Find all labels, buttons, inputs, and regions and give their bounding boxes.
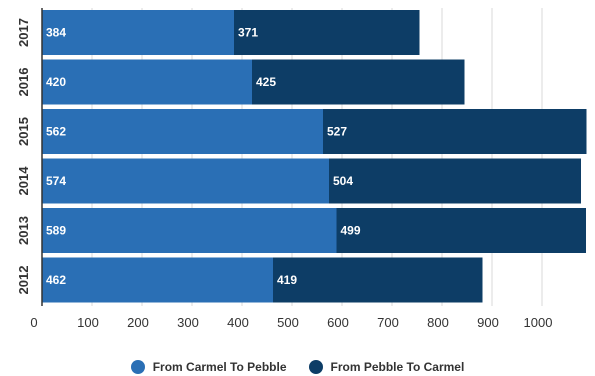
data-label-2014-series-2: 504 (333, 174, 353, 188)
bars (42, 10, 587, 303)
legend-item-pebble-to-carmel: From Pebble To Carmel (308, 360, 465, 374)
grid-lines (91, 8, 543, 306)
bar-2016-series-2 (252, 59, 465, 105)
x-tick-label: 700 (377, 315, 399, 330)
data-label-2013-series-2: 499 (341, 224, 361, 238)
x-tick-label: 1000 (524, 315, 553, 330)
bar-2012-series-2 (273, 257, 483, 303)
legend-swatch-pebble-to-carmel (308, 360, 323, 374)
legend-swatch-carmel-to-pebble (130, 360, 145, 374)
bar-2012-series-1 (42, 257, 273, 303)
category-labels: 2017 2016 2015 2014 2013 2012 (16, 18, 31, 294)
category-label-2012: 2012 (16, 266, 31, 295)
bar-2015-series-1 (42, 109, 323, 154)
x-tick-label: 900 (477, 315, 499, 330)
data-label-2012-series-1: 462 (46, 273, 66, 287)
legend-item-carmel-to-pebble: From Carmel To Pebble (130, 360, 287, 374)
bar-2014-series-1 (42, 158, 329, 204)
x-tick-label: 600 (327, 315, 349, 330)
bar-2015-series-2 (323, 109, 587, 154)
x-tick-label: 0 (30, 315, 37, 330)
data-label-2015-series-1: 562 (46, 125, 66, 139)
x-tick-label: 200 (127, 315, 149, 330)
data-label-2015-series-2: 527 (327, 125, 347, 139)
x-tick-label: 400 (227, 315, 249, 330)
x-tick-label: 800 (427, 315, 449, 330)
x-tick-label: 300 (177, 315, 199, 330)
legend-label-pebble-to-carmel: From Pebble To Carmel (330, 360, 465, 374)
x-tick-label: 100 (77, 315, 99, 330)
legend: From Carmel To Pebble From Pebble To Car… (0, 358, 595, 376)
bar-2017-series-2 (234, 10, 420, 55)
data-label-2016-series-1: 420 (46, 75, 66, 89)
category-label-2016: 2016 (16, 68, 31, 97)
category-label-2015: 2015 (16, 117, 31, 146)
bar-2014-series-2 (329, 158, 581, 204)
bar-2013-series-1 (42, 208, 337, 253)
bar-2016-series-1 (42, 59, 252, 105)
bar-2017-series-1 (42, 10, 234, 55)
data-label-2017-series-1: 384 (46, 26, 66, 40)
category-label-2014: 2014 (16, 166, 31, 196)
data-label-2017-series-2: 371 (238, 26, 258, 40)
data-label-2013-series-1: 589 (46, 224, 66, 238)
data-label-2016-series-2: 425 (256, 75, 276, 89)
x-tick-label: 500 (277, 315, 299, 330)
data-label-2012-series-2: 419 (277, 273, 297, 287)
category-label-2013: 2013 (16, 216, 31, 245)
data-label-2014-series-1: 574 (46, 174, 66, 188)
data-labels: 384 371 420 425 562 527 574 504 589 499 462 419 (46, 26, 361, 288)
x-axis-ticks: 0 100 200 300 400 500 600 700 800 900 1000 (30, 315, 552, 330)
category-label-2017: 2017 (16, 18, 31, 47)
legend-label-carmel-to-pebble: From Carmel To Pebble (152, 360, 287, 374)
bar-2013-series-2 (336, 208, 586, 253)
